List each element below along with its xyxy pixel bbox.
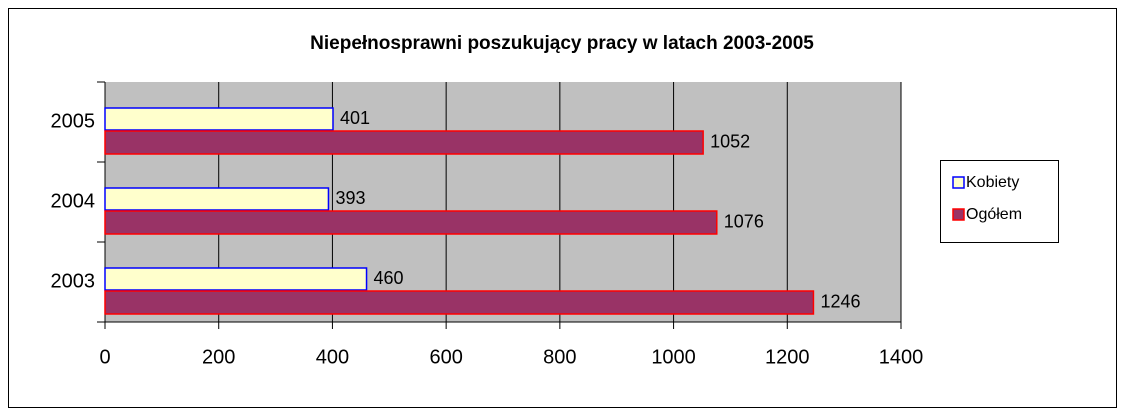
bar: [104, 107, 334, 131]
legend-label: Ogółem: [966, 206, 1022, 223]
bar: [104, 290, 815, 315]
bar: [104, 187, 330, 211]
y-tick-label: 2004: [51, 190, 96, 212]
x-tick-label: 1400: [879, 346, 924, 368]
legend-label: Kobiety: [966, 174, 1019, 191]
legend-swatch: [952, 176, 965, 189]
x-tick-label: 1200: [765, 346, 810, 368]
data-label: 393: [335, 188, 365, 208]
x-tick-label: 1000: [651, 346, 696, 368]
legend-swatch: [952, 208, 965, 221]
data-label: 401: [340, 108, 370, 128]
x-tick-label: 600: [429, 346, 462, 368]
x-tick-label: 200: [202, 346, 235, 368]
legend-box: [940, 160, 1059, 243]
data-label: 460: [374, 268, 404, 288]
data-label: 1076: [724, 211, 764, 231]
bar: [104, 267, 368, 291]
chart-title: Niepełnosprawni poszukujący pracy w lata…: [310, 33, 814, 54]
x-tick-label: 400: [316, 346, 349, 368]
y-tick-label: 2003: [51, 270, 96, 292]
bar: [104, 130, 704, 155]
data-label: 1052: [710, 131, 750, 151]
bar: [104, 210, 718, 235]
x-tick-label: 800: [543, 346, 576, 368]
y-tick-label: 2005: [51, 110, 96, 132]
x-tick-label: 0: [99, 346, 110, 368]
data-label: 1246: [820, 291, 860, 311]
